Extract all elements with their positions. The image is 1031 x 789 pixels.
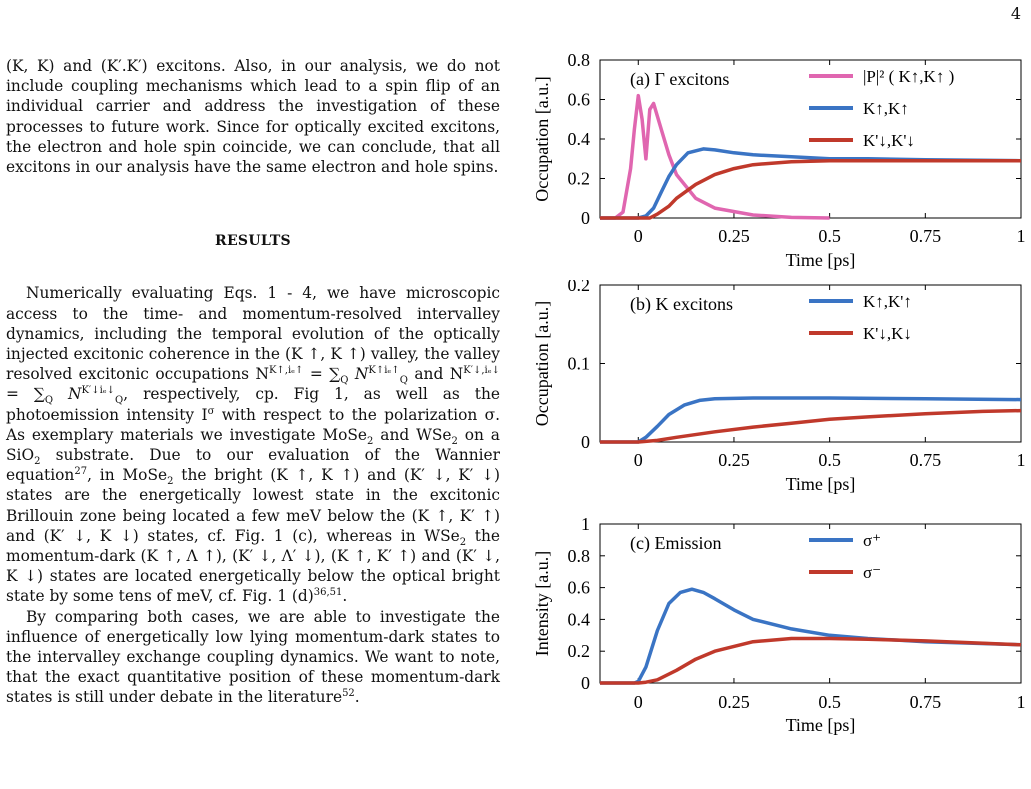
i-sigma: σ xyxy=(207,405,215,417)
p2-a: Numerically evaluating Eqs. 1 - 4, we ha… xyxy=(6,284,500,384)
legend-label-1: K↑,K↑ xyxy=(863,99,909,118)
p2-f: on a SiO xyxy=(6,425,500,465)
sum-q-1: Q xyxy=(340,375,349,387)
n1q: N xyxy=(354,365,369,384)
y-tick-label: 0.4 xyxy=(568,609,591,629)
y-tick-label: 0.8 xyxy=(568,50,591,70)
p2-k: . xyxy=(342,587,348,606)
y-tick-label: 0.2 xyxy=(568,169,591,189)
sub-2b: 2 xyxy=(451,435,458,447)
y-tick-label: 0.6 xyxy=(568,90,591,110)
series-line-1 xyxy=(600,408,1022,444)
n2q-sup: K′↓iₑ↓ xyxy=(81,385,116,397)
plot-frame xyxy=(599,523,1022,684)
x-tick-label: 1 xyxy=(1017,450,1026,470)
sub-2a: 2 xyxy=(367,435,374,447)
y-tick-label: 0 xyxy=(581,208,590,228)
series-line-0 xyxy=(600,93,830,220)
x-axis-label: Time [ps] xyxy=(786,474,856,494)
x-tick-label: 0.75 xyxy=(910,226,942,246)
y-tick-label: 0.2 xyxy=(568,280,591,295)
n2q-sub: Q xyxy=(115,395,124,407)
series-line-2 xyxy=(600,158,1021,220)
x-tick-label: 0.5 xyxy=(818,450,841,470)
paragraph-2: Numerically evaluating Eqs. 1 - 4, we ha… xyxy=(6,283,500,606)
n2q: N xyxy=(67,385,82,404)
y-tick-label: 0.8 xyxy=(568,546,591,566)
page-number: 4 xyxy=(1010,4,1021,23)
p2-h: , in MoSe xyxy=(87,466,168,485)
legend-label-0: K↑,K'↑ xyxy=(863,292,912,311)
x-tick-label: 0.25 xyxy=(718,450,750,470)
x-tick-label: 0.75 xyxy=(910,450,942,470)
x-tick-label: 0.25 xyxy=(718,692,750,712)
x-tick-label: 0.5 xyxy=(818,226,841,246)
sub-2d: 2 xyxy=(167,476,174,488)
p2-d: with respect to the polarization σ. As e… xyxy=(6,405,501,444)
eq1: = ∑ xyxy=(303,365,341,384)
panel-title: (c) Emission xyxy=(630,533,722,554)
paragraph-1: (K, K) and (K′.K′) excitons. Also, in ou… xyxy=(6,57,500,177)
legend-label-1: K'↓,K↓ xyxy=(863,324,912,343)
legend-label-0: |P|² ( K↑,K↑ ) xyxy=(863,67,954,86)
series-line-0 xyxy=(600,587,1022,685)
p2-g: substrate. Due to our evaluation of the … xyxy=(6,446,500,485)
x-tick-label: 1 xyxy=(1017,226,1026,246)
chart-gamma-excitons: 0 0.25 0.5 0.75 1 0 0.2 0.4 0.6 0.8 Time [ps] Occup… xyxy=(532,50,1026,270)
series-line-1 xyxy=(600,147,1022,220)
p2-b: and N xyxy=(407,365,464,384)
chart-k-excitons: 0 0.25 0.5 0.75 1 0 0.1 0.2 Time [ps] Occupation … xyxy=(532,280,1026,494)
n1q-sub: Q xyxy=(399,375,408,387)
p3-period: . xyxy=(354,688,360,707)
sub-2e: 2 xyxy=(459,536,467,548)
panel-title: (b) K excitons xyxy=(630,294,733,315)
section-heading: RESULTS xyxy=(215,233,291,250)
x-tick-label: 1 xyxy=(1017,692,1026,712)
y-axis-label: Occupation [a.u.] xyxy=(532,76,552,201)
y-tick-label: 0.1 xyxy=(568,354,591,374)
y-tick-label: 1 xyxy=(581,514,590,534)
n1q-sup: K↑iₑ↑ xyxy=(368,365,400,377)
p2-c: , respectively, cp. Fig 1, as well as th… xyxy=(6,385,500,424)
panel-title: (a) Γ excitons xyxy=(630,69,729,90)
legend-label-1: σ⁻ xyxy=(863,563,881,582)
y-tick-label: 0.2 xyxy=(568,641,591,661)
p2-i: the bright (K ↑, K ↑) and (K′ ↓, K′ ↓) s… xyxy=(6,466,500,545)
legend-label-0: σ⁺ xyxy=(863,531,881,550)
y-tick-label: 0 xyxy=(581,673,590,693)
x-tick-label: 0.5 xyxy=(818,692,841,712)
p2-j: the momentum-dark (K ↑, Λ ↑), (K′ ↓, Λ′ … xyxy=(6,526,500,606)
y-axis-label: Occupation [a.u.] xyxy=(532,301,552,426)
y-tick-label: 0 xyxy=(581,432,590,452)
x-axis-label: Time [ps] xyxy=(786,250,856,270)
ref-52: 52 xyxy=(342,688,355,700)
x-tick-label: 0.75 xyxy=(910,692,942,712)
p2-e: and WSe xyxy=(373,425,452,444)
n1-sup: K↑,iₑ↑ xyxy=(268,365,304,377)
chart-emission: 0 0.25 0.5 0.75 1 0 0.2 0.4 0.6 0.8 1 Time [ps] Inte… xyxy=(532,514,1026,735)
y-tick-label: 0.4 xyxy=(568,129,591,149)
x-tick-label: 0 xyxy=(634,450,643,470)
y-tick-label: 0.6 xyxy=(568,578,591,598)
series-line-0 xyxy=(600,396,1022,444)
x-tick-label: 0.25 xyxy=(718,226,750,246)
ref-27: 27 xyxy=(74,466,88,478)
text-column: (K, K) and (K′.K′) excitons. Also, in ou… xyxy=(6,56,500,708)
x-tick-label: 0 xyxy=(634,226,643,246)
ref-36-51: 36,51 xyxy=(313,587,343,599)
x-axis-label: Time [ps] xyxy=(786,715,856,735)
sum-q-2: Q xyxy=(44,395,54,407)
series-line-1 xyxy=(600,636,1022,685)
x-tick-label: 0 xyxy=(634,692,643,712)
legend-label-2: K'↓,K'↓ xyxy=(863,131,915,150)
n2-sup: K′↓,iₑ↓ xyxy=(463,365,500,377)
y-axis-label: Intensity [a.u.] xyxy=(532,551,552,656)
p3-text: By comparing both cases, we are able to … xyxy=(6,607,500,707)
sub-2c: 2 xyxy=(34,456,41,468)
eq2: = ∑ xyxy=(6,385,45,404)
paragraph-3: By comparing both cases, we are able to … xyxy=(6,607,500,708)
